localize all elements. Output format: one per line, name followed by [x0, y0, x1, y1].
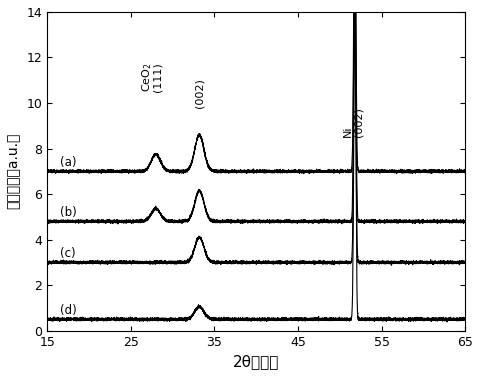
Text: (b): (b): [60, 206, 76, 218]
Text: (111): (111): [153, 62, 163, 92]
Text: Ni: Ni: [343, 126, 353, 137]
Text: (d): (d): [60, 303, 76, 317]
Y-axis label: 衍射强度（a.u.）: 衍射强度（a.u.）: [7, 133, 21, 209]
Text: (c): (c): [60, 247, 75, 259]
Text: (a): (a): [60, 156, 76, 168]
Text: CeO$_2$: CeO$_2$: [141, 62, 155, 92]
X-axis label: 2θ（度）: 2θ（度）: [233, 354, 279, 369]
Text: (002): (002): [353, 107, 363, 137]
Text: (002): (002): [194, 78, 204, 108]
